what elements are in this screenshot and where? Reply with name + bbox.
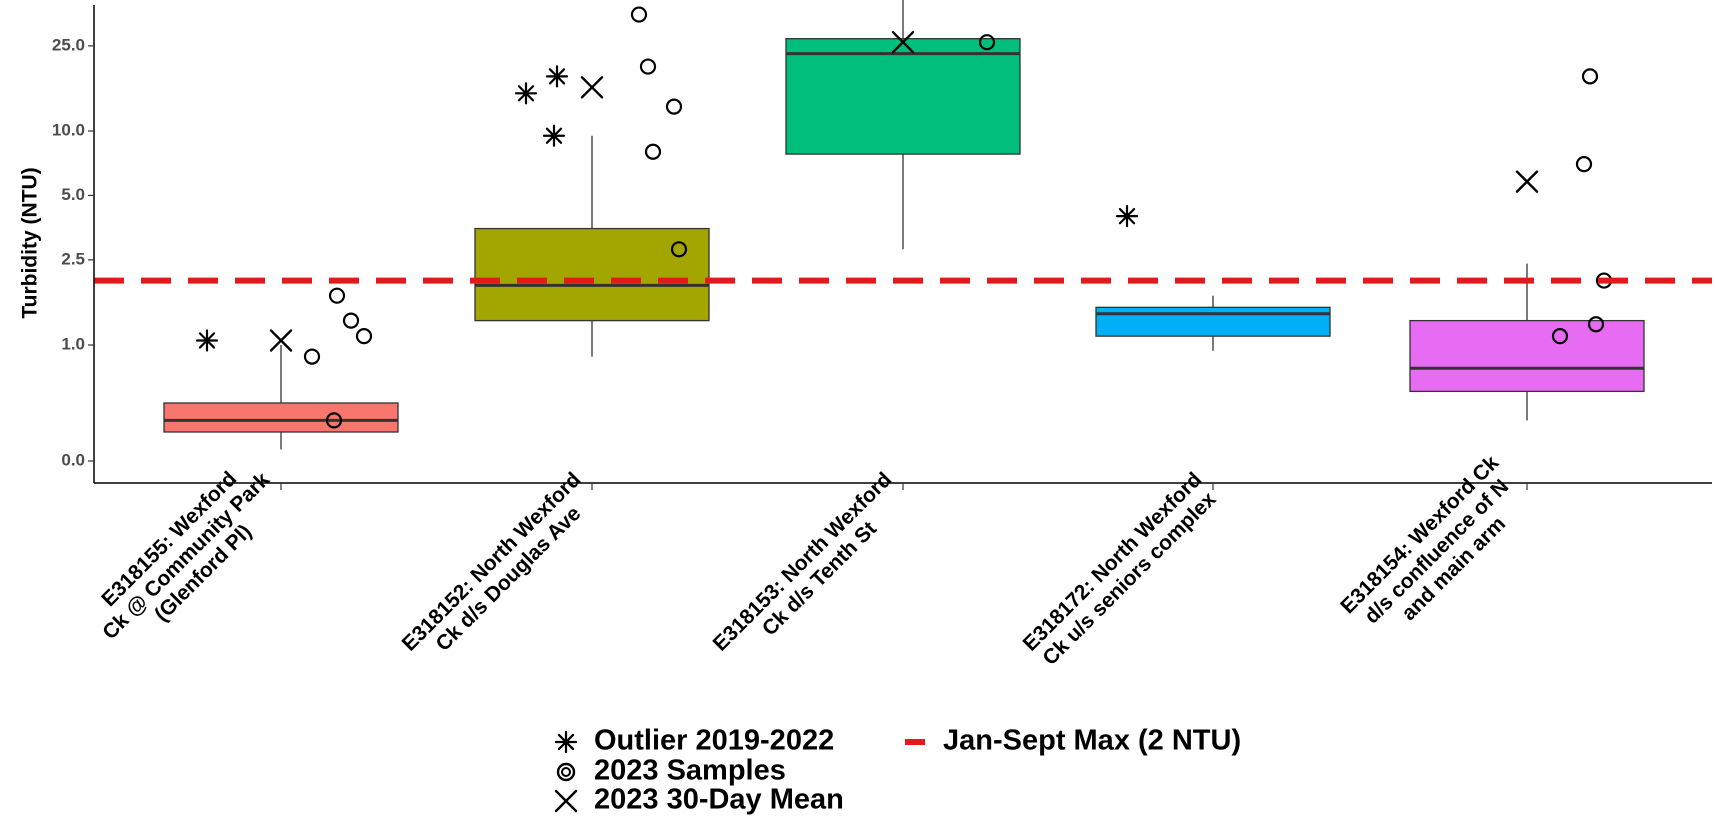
box — [474, 227, 710, 322]
x-tick-label-line: E318153: North Wexford — [709, 468, 897, 656]
sample-2023-point — [1575, 156, 1593, 173]
x-tick-label-line: Ck u/s seniors complex — [1038, 488, 1220, 670]
sample-2023-point — [328, 287, 346, 304]
sample-2023-point — [303, 348, 321, 365]
mean-30day-point — [580, 76, 604, 99]
y-tick-label: 1.0 — [61, 334, 85, 353]
x-tick-label: E318152: North WexfordCk d/s Douglas Ave — [398, 468, 603, 673]
legend-cross-icon — [554, 789, 578, 813]
y-tick-label: 10.0 — [52, 120, 85, 139]
box — [785, 38, 1021, 155]
legend-label: Jan-Sept Max (2 NTU) — [943, 725, 1241, 757]
x-axis-labels: E318155: WexfordCk @ Community Park(Glen… — [97, 451, 1537, 673]
sample-2023-point — [355, 328, 373, 345]
x-tick-label: E318172: North WexfordCk u/s seniors com… — [1019, 468, 1224, 673]
sample-2023-point — [665, 98, 683, 115]
x-tick-label-line: E318152: North Wexford — [398, 468, 586, 656]
sample-2023-point — [644, 143, 662, 160]
outlier-point — [1115, 205, 1139, 228]
axes: 0.01.02.55.010.025.050.0100.0 — [52, 5, 1712, 490]
outlier-point — [542, 124, 566, 147]
box-group — [474, 6, 710, 357]
legend-label: Outlier 2019-2022 — [594, 725, 834, 757]
legend-asterisk-icon — [554, 730, 578, 754]
sample-2023-point — [342, 312, 360, 329]
outlier-point — [545, 65, 569, 88]
legend-item: Outlier 2019-2022 — [554, 725, 834, 757]
box-group — [163, 287, 399, 450]
sample-2023-point — [325, 412, 343, 429]
x-tick-label-line: Ck @ Community Park — [98, 468, 274, 644]
box — [1409, 319, 1645, 393]
sample-2023-point — [670, 241, 688, 258]
y-tick-label: 2.5 — [61, 249, 85, 268]
outlier-point — [195, 329, 219, 352]
sample-2023-point — [1581, 68, 1599, 85]
y-axis-title: Turbidity (NTU) — [19, 167, 42, 318]
box-group — [785, 0, 1021, 250]
y-tick-label: 25.0 — [52, 35, 85, 54]
mean-30day-point — [1515, 170, 1539, 193]
y-tick-label: 0.0 — [61, 450, 85, 469]
legend-label: 2023 Samples — [594, 755, 786, 787]
x-tick-label-line: d/s confluence of N — [1360, 475, 1513, 628]
x-tick-label-line: Ck d/s Douglas Ave — [432, 502, 586, 656]
mean-30day-point — [891, 30, 915, 54]
sample-2023-point — [1587, 316, 1605, 333]
legend-item: 2023 Samples — [556, 755, 786, 787]
legend-circle-icon — [556, 762, 576, 782]
x-tick-label-line: E318172: North Wexford — [1019, 468, 1207, 656]
box — [163, 402, 399, 433]
sample-2023-point — [639, 58, 657, 75]
sample-2023-point — [978, 34, 996, 51]
y-tick-label: 5.0 — [61, 185, 85, 204]
plot-area — [94, 0, 1712, 450]
box — [1095, 306, 1331, 337]
legend-item: 2023 30-Day Mean — [554, 784, 844, 816]
x-tick-label: E318153: North WexfordCk d/s Tenth St — [709, 468, 914, 673]
sample-2023-point — [630, 6, 648, 23]
box-group — [1409, 68, 1645, 421]
outlier-point — [514, 82, 538, 105]
x-tick-label: E318154: Wexford Ckd/s confluence of Nan… — [1336, 451, 1537, 652]
sample-2023-point — [1551, 328, 1569, 345]
box-group — [1095, 205, 1331, 351]
legend-item: Jan-Sept Max (2 NTU) — [905, 725, 1241, 757]
legend-label: 2023 30-Day Mean — [594, 784, 844, 816]
legend: Outlier 2019-2022 Jan-Sept Max (2 NTU) 202… — [554, 725, 1241, 816]
mean-30day-point — [269, 329, 293, 352]
